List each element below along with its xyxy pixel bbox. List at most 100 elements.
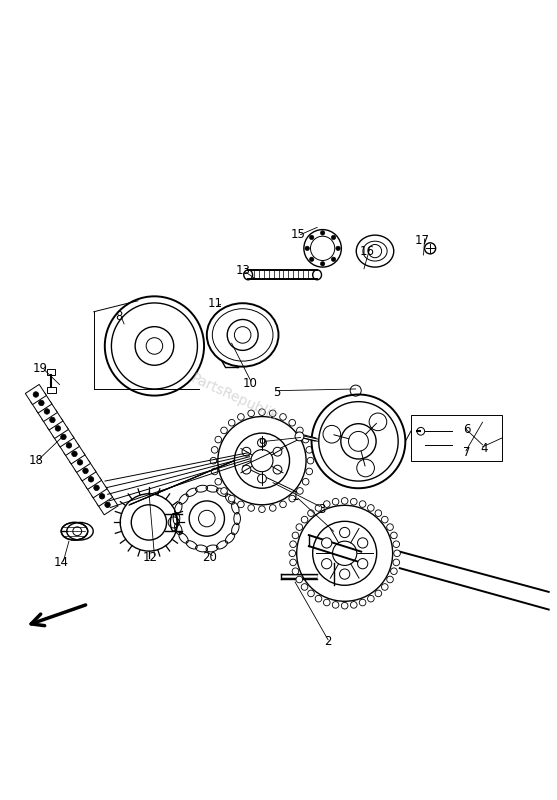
Circle shape (307, 590, 314, 597)
Circle shape (290, 541, 296, 547)
Circle shape (302, 436, 309, 443)
Circle shape (307, 510, 314, 517)
Text: 16: 16 (359, 245, 374, 258)
Circle shape (350, 602, 357, 608)
Circle shape (301, 584, 308, 590)
Circle shape (211, 446, 218, 453)
Circle shape (359, 599, 366, 606)
Circle shape (257, 474, 266, 483)
Circle shape (321, 538, 332, 548)
Circle shape (368, 595, 374, 602)
Text: 13: 13 (235, 264, 250, 277)
Text: 9: 9 (258, 437, 266, 450)
Ellipse shape (61, 522, 87, 540)
Circle shape (273, 466, 282, 474)
Circle shape (340, 569, 350, 579)
Circle shape (320, 262, 325, 266)
Circle shape (292, 568, 299, 574)
Circle shape (280, 501, 286, 508)
Circle shape (292, 532, 299, 538)
Circle shape (296, 524, 302, 530)
Circle shape (311, 394, 405, 488)
Text: 18: 18 (28, 454, 43, 467)
Circle shape (359, 501, 366, 507)
Ellipse shape (244, 270, 252, 280)
Circle shape (228, 495, 235, 502)
Text: 12: 12 (143, 550, 158, 564)
Circle shape (238, 501, 244, 508)
Polygon shape (75, 461, 96, 481)
Polygon shape (25, 385, 46, 405)
Circle shape (33, 392, 38, 398)
Polygon shape (42, 410, 63, 430)
Circle shape (270, 505, 276, 511)
Polygon shape (91, 486, 113, 506)
Circle shape (238, 414, 244, 420)
Circle shape (333, 498, 339, 505)
Circle shape (375, 510, 382, 517)
Text: 5: 5 (273, 386, 281, 398)
Circle shape (289, 550, 296, 557)
Circle shape (375, 590, 382, 597)
Circle shape (99, 494, 105, 499)
Circle shape (221, 488, 227, 494)
Circle shape (310, 257, 314, 262)
Text: PartsRepublik: PartsRepublik (189, 371, 280, 423)
Circle shape (382, 516, 388, 523)
Circle shape (321, 558, 332, 569)
Circle shape (290, 559, 296, 566)
Circle shape (296, 427, 303, 434)
Circle shape (227, 319, 258, 350)
Text: 1: 1 (291, 490, 299, 503)
Circle shape (368, 505, 374, 511)
Circle shape (301, 516, 308, 523)
Circle shape (324, 599, 330, 606)
Ellipse shape (170, 514, 177, 531)
Ellipse shape (207, 303, 278, 366)
Circle shape (358, 538, 368, 548)
Text: 20: 20 (202, 550, 217, 564)
Circle shape (340, 527, 350, 538)
Polygon shape (53, 427, 74, 447)
Polygon shape (31, 393, 52, 413)
Circle shape (289, 419, 296, 426)
Circle shape (305, 246, 309, 250)
Polygon shape (141, 362, 168, 382)
Text: 11: 11 (208, 297, 223, 310)
Bar (411, 415, 502, 461)
Circle shape (296, 488, 303, 494)
Text: 15: 15 (291, 228, 306, 241)
Text: 10: 10 (242, 377, 257, 390)
Text: 2: 2 (324, 635, 332, 648)
Circle shape (221, 427, 227, 434)
Circle shape (341, 498, 348, 504)
Circle shape (307, 458, 314, 464)
Polygon shape (86, 478, 107, 498)
Circle shape (315, 505, 322, 511)
Circle shape (211, 468, 218, 474)
Circle shape (295, 432, 304, 441)
Text: 7: 7 (463, 446, 471, 459)
Circle shape (357, 459, 374, 477)
Polygon shape (47, 418, 69, 438)
Circle shape (296, 576, 302, 583)
Circle shape (38, 400, 44, 406)
Polygon shape (116, 316, 144, 343)
Circle shape (215, 436, 222, 443)
Circle shape (393, 541, 399, 547)
Text: 3: 3 (318, 502, 325, 516)
Circle shape (258, 409, 265, 415)
Circle shape (302, 478, 309, 485)
Circle shape (323, 426, 341, 443)
Circle shape (248, 410, 255, 417)
Circle shape (270, 410, 276, 417)
Polygon shape (165, 316, 193, 343)
Circle shape (242, 447, 251, 456)
Circle shape (394, 550, 400, 557)
Circle shape (393, 559, 399, 566)
Bar (47, 369, 55, 374)
Circle shape (350, 498, 357, 505)
Text: 6: 6 (463, 422, 471, 436)
Circle shape (105, 502, 110, 507)
Polygon shape (70, 452, 91, 473)
